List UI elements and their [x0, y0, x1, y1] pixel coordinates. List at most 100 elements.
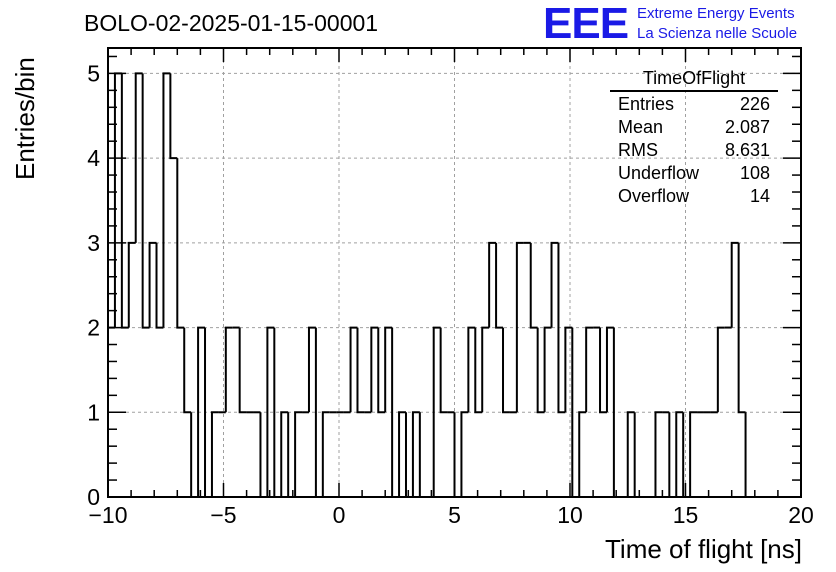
- histogram-bin: [259, 412, 268, 498]
- stats-value: 8.631: [724, 140, 770, 160]
- stats-value: 108: [739, 163, 770, 183]
- histogram-bin: [127, 241, 136, 328]
- histogram-bin: [398, 411, 406, 497]
- y-tick-label: 4: [87, 145, 100, 171]
- stats-row-overflow: Overflow 14: [610, 185, 778, 208]
- x-axis: −10 −5 0 5 10 15 20: [88, 48, 814, 528]
- histogram-bin: [294, 411, 303, 497]
- y-tick-label: 3: [87, 230, 100, 256]
- stats-title: TimeOfFlight: [610, 68, 778, 92]
- histogram-bin: [141, 73, 150, 329]
- histogram-bin: [675, 411, 684, 497]
- histogram-bin: [744, 412, 753, 498]
- histogram-bin: [176, 158, 185, 329]
- histogram-bin: [134, 72, 143, 243]
- histogram-bin: [307, 326, 316, 413]
- histogram-bin: [162, 72, 171, 328]
- histogram-bin: [564, 326, 573, 413]
- histogram-bin: [453, 412, 462, 498]
- histogram-bin: [495, 242, 504, 329]
- histogram-bin: [578, 411, 587, 497]
- stats-row-rms: RMS 8.631: [610, 139, 778, 162]
- y-tick-label: 1: [87, 399, 100, 425]
- histogram-bin: [432, 326, 441, 497]
- histogram-bin: [384, 326, 393, 413]
- x-tick-label: 10: [557, 502, 583, 528]
- histogram-bin: [585, 326, 594, 413]
- histogram-bin: [515, 241, 524, 413]
- histogram-bin: [737, 242, 746, 414]
- histogram-bin: [716, 326, 725, 413]
- histogram-bin: [197, 326, 206, 497]
- histogram-bin: [287, 412, 296, 498]
- histogram-bin: [529, 242, 538, 329]
- histogram-bin: [113, 72, 122, 328]
- x-tick-label: 15: [673, 502, 699, 528]
- histogram-bin: [418, 412, 427, 498]
- histogram-bin: [148, 241, 157, 328]
- stats-value: 226: [739, 94, 770, 114]
- stats-label: Underflow: [618, 163, 700, 183]
- histogram-bin: [155, 242, 164, 329]
- stats-label: Mean: [618, 117, 664, 137]
- y-axis-label: Entries/bin: [10, 57, 40, 180]
- histogram-bin: [502, 327, 510, 414]
- stats-label: RMS: [618, 140, 658, 160]
- histogram-bin: [633, 412, 642, 498]
- y-axis: 0 1 2 3 4 5: [87, 55, 801, 510]
- histogram-bin: [543, 326, 552, 413]
- histogram-bin: [668, 412, 677, 498]
- y-tick-label: 5: [87, 60, 100, 86]
- histogram-bin: [536, 327, 545, 414]
- histogram-bin: [210, 411, 219, 497]
- y-tick-label: 2: [87, 315, 100, 341]
- histogram-bin: [238, 327, 247, 414]
- x-tick-label: −10: [88, 502, 127, 528]
- histogram-bin: [266, 326, 275, 497]
- histogram-bin: [730, 241, 739, 328]
- x-tick-label: 20: [788, 502, 814, 528]
- x-tick-label: 5: [448, 502, 461, 528]
- x-tick-label: 0: [333, 502, 346, 528]
- x-axis-label: Time of flight [ns]: [605, 534, 802, 564]
- histogram-bin: [557, 242, 566, 414]
- histogram-bin: [120, 73, 129, 329]
- histogram-bin: [626, 411, 635, 497]
- histogram-bin: [224, 326, 233, 413]
- histogram-bin: [356, 327, 365, 414]
- stats-label: Entries: [618, 94, 675, 114]
- histogram-bin: [183, 327, 192, 414]
- histogram-bin: [411, 411, 420, 497]
- stats-value: 2.087: [724, 117, 770, 137]
- histogram-bin: [488, 241, 497, 328]
- eee-logo: EEE: [543, 0, 629, 48]
- histogram-bin: [682, 412, 691, 498]
- histogram-bin: [467, 326, 476, 413]
- histogram-bin: [439, 327, 448, 414]
- histogram-bin: [404, 412, 413, 498]
- stats-row-entries: Entries 226: [610, 93, 778, 116]
- histogram-bin: [654, 411, 663, 497]
- histogram-bin: [169, 73, 178, 160]
- stats-row-underflow: Underflow 108: [610, 162, 778, 185]
- histogram-bin: [190, 412, 199, 498]
- histogram-bin: [377, 327, 386, 414]
- histogram-bin: [370, 326, 379, 413]
- histogram-bin: [481, 326, 490, 413]
- histogram-bin: [689, 411, 698, 497]
- x-tick-label: −5: [210, 502, 236, 528]
- histogram-bin: [474, 327, 483, 414]
- y-tick-label: 0: [87, 484, 100, 510]
- histogram-bin: [599, 327, 607, 414]
- stats-box: TimeOfFlight Entries 226 Mean 2.087 RMS …: [610, 68, 778, 208]
- logo-line-1: Extreme Energy Events: [637, 5, 795, 22]
- histogram-bin: [321, 411, 330, 497]
- histogram-bin: [349, 326, 358, 413]
- histogram-bin: [550, 241, 559, 328]
- histogram-bin: [280, 411, 289, 497]
- histogram-bin: [460, 411, 469, 497]
- logo-line-2: La Scienza nelle Scuole: [637, 25, 798, 42]
- stats-row-mean: Mean 2.087: [610, 116, 778, 139]
- histogram-bin: [605, 326, 614, 413]
